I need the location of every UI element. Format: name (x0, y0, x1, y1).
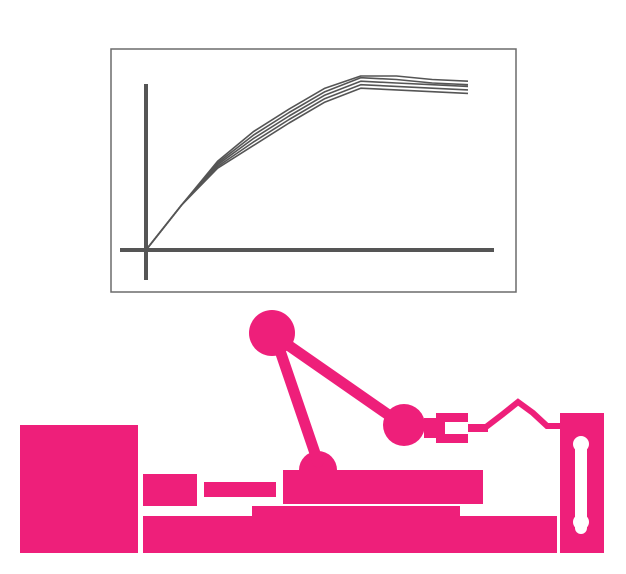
carriage-link (204, 482, 276, 497)
machine-table (283, 470, 483, 504)
robot-elbow-joint (383, 404, 425, 446)
process-chart (110, 48, 517, 293)
chart-series-group (145, 75, 469, 251)
robot-lower-arm (269, 330, 324, 468)
side-unit-knob-bottom (573, 514, 589, 530)
base-step (252, 506, 460, 518)
chart-series-line-5 (145, 87, 469, 251)
robot-gripper-icon (436, 413, 468, 443)
gripper-rod (468, 424, 488, 432)
machine-base-icon (143, 516, 557, 553)
robot-cell (20, 310, 604, 553)
control-cabinet-icon (20, 425, 138, 553)
robot-shoulder-joint (249, 310, 295, 356)
robot-upper-arm (269, 330, 409, 431)
side-unit-knob-top (573, 436, 589, 452)
robot-wrist (424, 418, 436, 438)
side-unit-slot (575, 438, 587, 534)
robot-arm-icon (249, 310, 488, 470)
carriage-block (143, 474, 197, 506)
cable-chain-icon (484, 398, 566, 430)
